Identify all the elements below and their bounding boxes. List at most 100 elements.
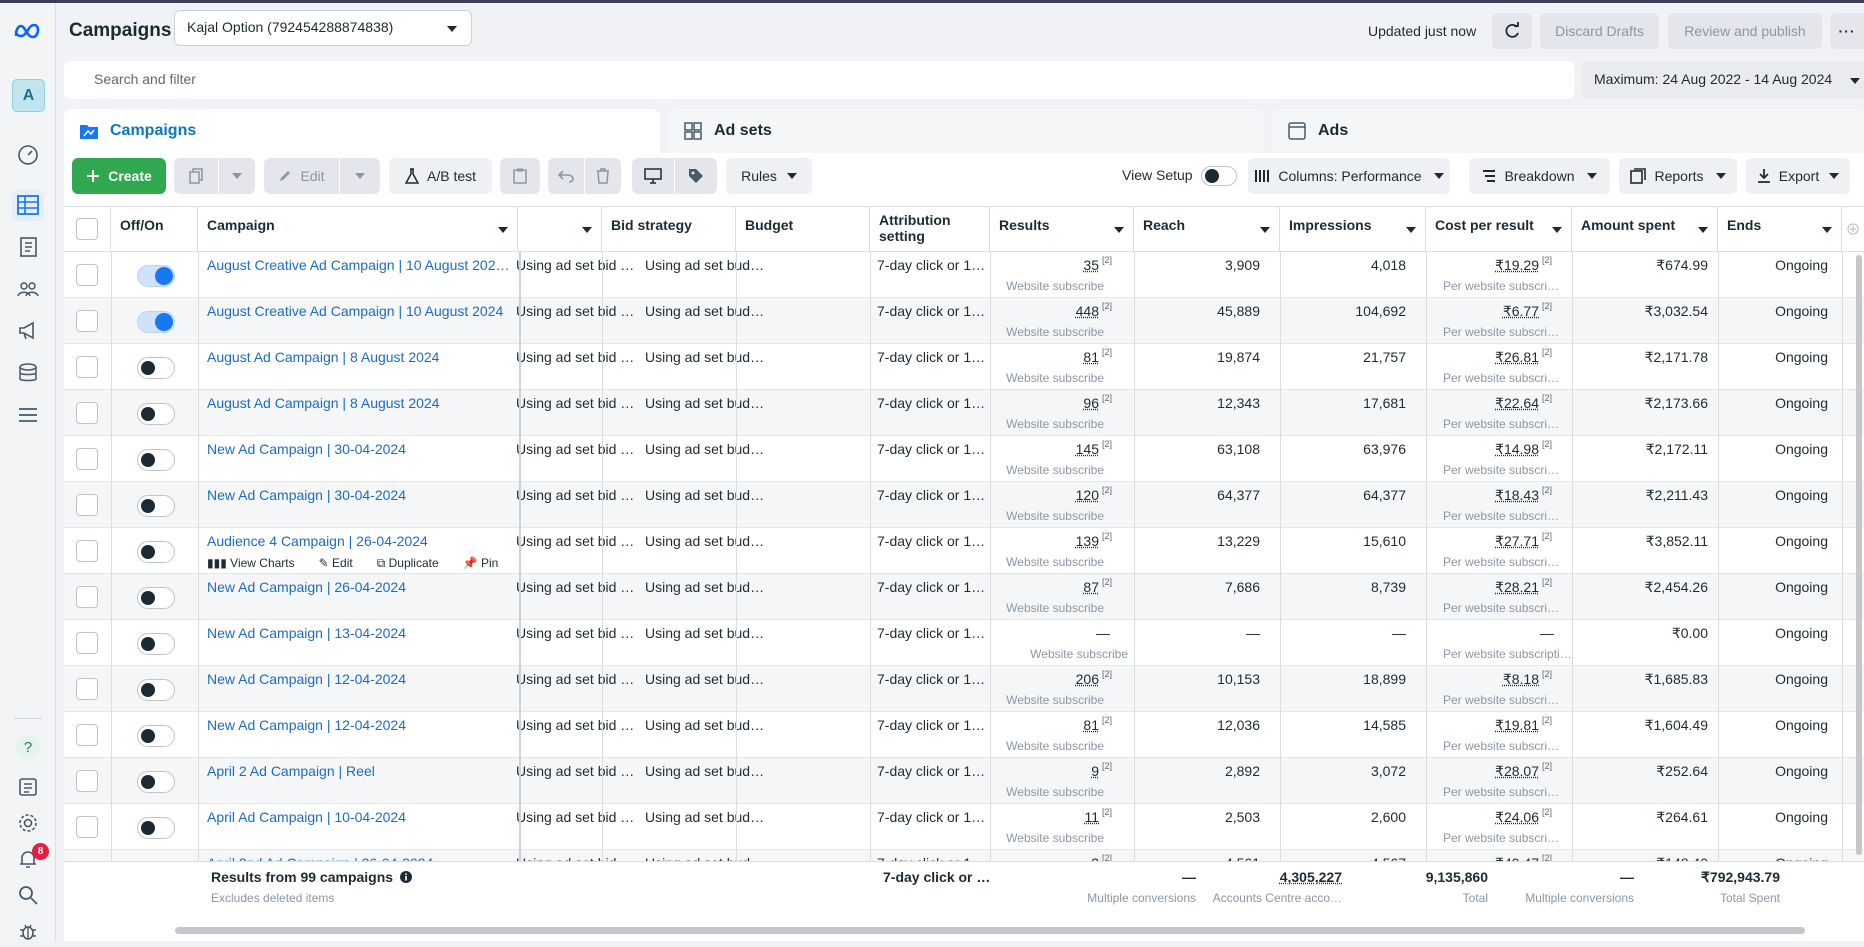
cost-per-result-value[interactable]: ₹14.98 [1495, 441, 1539, 457]
rules-dropdown-button[interactable]: Rules [726, 158, 812, 194]
col-amount-spent[interactable]: Amount spent [1572, 207, 1718, 252]
tab-ad-sets[interactable]: Ad sets [668, 109, 1264, 153]
sort-chevron-icon[interactable] [1406, 227, 1416, 233]
results-value[interactable]: 96 [1083, 395, 1099, 411]
sort-chevron-icon[interactable] [1552, 227, 1562, 233]
search-icon[interactable] [12, 879, 44, 911]
row-checkbox[interactable] [76, 264, 98, 286]
campaign-name-link[interactable]: New Ad Campaign | 13-04-2024 [207, 625, 406, 641]
ab-test-button[interactable]: A/B test [389, 158, 492, 194]
view-charts-action[interactable]: ▮▮▮ View Charts [207, 556, 295, 570]
table-row[interactable]: New Ad Campaign | 26-04-2024 Using ad set… [64, 574, 1864, 620]
results-value[interactable]: 139 [1075, 533, 1099, 549]
table-row[interactable]: New Ad Campaign | 13-04-2024 Using ad set… [64, 620, 1864, 666]
cost-per-result-value[interactable]: ₹26.81 [1495, 349, 1539, 365]
cost-per-result-value[interactable]: ₹18.43 [1495, 487, 1539, 503]
duplicate-button[interactable] [174, 158, 218, 194]
select-all-checkbox[interactable] [76, 218, 98, 240]
dashboard-gauge-icon[interactable] [12, 139, 44, 171]
date-range-picker[interactable]: Maximum: 24 Aug 2022 - 14 Aug 2024 [1582, 61, 1864, 99]
search-filter-input[interactable]: Search and filter [64, 61, 1574, 99]
results-value[interactable]: 206 [1075, 671, 1099, 687]
horizontal-scrollbar[interactable] [175, 927, 1805, 934]
campaign-toggle[interactable] [137, 541, 175, 563]
campaign-name-link[interactable]: August Creative Ad Campaign | 10 August … [207, 303, 504, 319]
col-ends[interactable]: Ends [1718, 207, 1842, 252]
campaign-name-link[interactable]: Audience 4 Campaign | 26-04-2024 [207, 533, 428, 549]
campaign-toggle[interactable] [137, 311, 175, 333]
tab-ads[interactable]: Ads [1272, 109, 1864, 153]
table-row[interactable]: August Ad Campaign | 8 August 2024 Using … [64, 344, 1864, 390]
meta-logo-icon[interactable] [12, 15, 44, 47]
sort-chevron-icon[interactable] [1822, 227, 1832, 233]
reports-dropdown-button[interactable]: Reports [1619, 158, 1737, 194]
results-value[interactable]: 35 [1083, 257, 1099, 273]
row-checkbox[interactable] [76, 310, 98, 332]
campaign-name-link[interactable]: New Ad Campaign | 30-04-2024 [207, 487, 406, 503]
results-value[interactable]: 81 [1083, 717, 1099, 733]
row-checkbox[interactable] [76, 402, 98, 424]
campaign-toggle[interactable] [137, 633, 175, 655]
col-results[interactable]: Results [990, 207, 1134, 252]
row-checkbox[interactable] [76, 586, 98, 608]
campaign-toggle[interactable] [137, 449, 175, 471]
row-checkbox[interactable] [76, 724, 98, 746]
table-row[interactable]: New Ad Campaign | 30-04-2024 Using ad set… [64, 482, 1864, 528]
row-checkbox[interactable] [76, 540, 98, 562]
row-checkbox[interactable] [76, 816, 98, 838]
results-value[interactable]: 9 [1091, 763, 1099, 779]
pin-action[interactable]: 📌 Pin [462, 556, 499, 570]
cost-per-result-value[interactable]: ₹8.18 [1502, 671, 1539, 687]
row-checkbox[interactable] [76, 632, 98, 654]
campaign-toggle[interactable] [137, 725, 175, 747]
megaphone-icon[interactable] [12, 315, 44, 347]
table-row[interactable]: New Ad Campaign | 12-04-2024 Using ad set… [64, 666, 1864, 712]
cost-per-result-value[interactable]: ₹24.06 [1495, 809, 1539, 825]
col-impressions[interactable]: Impressions [1280, 207, 1426, 252]
cost-per-result-value[interactable]: — [1540, 625, 1554, 641]
results-value[interactable]: — [1096, 625, 1110, 641]
campaign-toggle[interactable] [137, 357, 175, 379]
columns-dropdown-button[interactable]: Columns: Performance [1248, 158, 1450, 194]
col-campaign[interactable]: Campaign [198, 207, 518, 252]
breakdown-dropdown-button[interactable]: Breakdown [1469, 158, 1610, 194]
campaign-toggle[interactable] [137, 817, 175, 839]
bug-report-icon[interactable] [12, 915, 44, 947]
row-checkbox[interactable] [76, 770, 98, 792]
table-row[interactable]: August Creative Ad Campaign | 10 August … [64, 298, 1864, 344]
col-reach[interactable]: Reach [1134, 207, 1280, 252]
undo-button[interactable] [548, 158, 584, 194]
results-value[interactable]: 145 [1075, 441, 1099, 457]
tag-button[interactable] [675, 158, 717, 194]
col-bid-strategy[interactable]: Bid strategy [602, 207, 736, 252]
add-column-button[interactable] [1842, 207, 1864, 252]
info-icon[interactable] [399, 871, 412, 883]
results-value[interactable]: 81 [1083, 349, 1099, 365]
results-value[interactable]: 120 [1075, 487, 1099, 503]
col-off-on[interactable]: Off/On [111, 207, 198, 252]
row-checkbox[interactable] [76, 448, 98, 470]
refresh-button[interactable] [1492, 13, 1532, 49]
table-row[interactable]: April 2 Ad Campaign | Reel Using ad set b… [64, 758, 1864, 804]
campaign-toggle[interactable] [137, 679, 175, 701]
campaign-toggle[interactable] [137, 403, 175, 425]
create-button[interactable]: Create [72, 158, 166, 194]
cost-per-result-value[interactable]: ₹6.77 [1502, 303, 1539, 319]
cost-per-result-value[interactable]: ₹19.81 [1495, 717, 1539, 733]
audiences-people-icon[interactable] [12, 273, 44, 305]
row-checkbox[interactable] [76, 494, 98, 516]
billing-stack-icon[interactable] [12, 357, 44, 389]
cost-per-result-value[interactable]: ₹19.29 [1495, 257, 1539, 273]
results-value[interactable]: 448 [1075, 303, 1099, 319]
row-checkbox[interactable] [76, 356, 98, 378]
campaigns-table-icon[interactable] [12, 189, 44, 221]
campaign-toggle[interactable] [137, 771, 175, 793]
campaign-toggle[interactable] [137, 587, 175, 609]
cost-per-result-value[interactable]: ₹28.21 [1495, 579, 1539, 595]
pages-document-icon[interactable] [12, 231, 44, 263]
table-row[interactable]: April Ad Campaign | 10-04-2024 Using ad s… [64, 804, 1864, 850]
account-avatar[interactable]: A [12, 79, 45, 112]
ad-account-selector[interactable]: Kajal Option (792454288874838) [174, 10, 472, 46]
table-row[interactable]: August Creative Ad Campaign | 10 August … [64, 252, 1864, 298]
table-row[interactable]: Audience 4 Campaign | 26-04-2024 ▮▮▮ View… [64, 528, 1864, 574]
